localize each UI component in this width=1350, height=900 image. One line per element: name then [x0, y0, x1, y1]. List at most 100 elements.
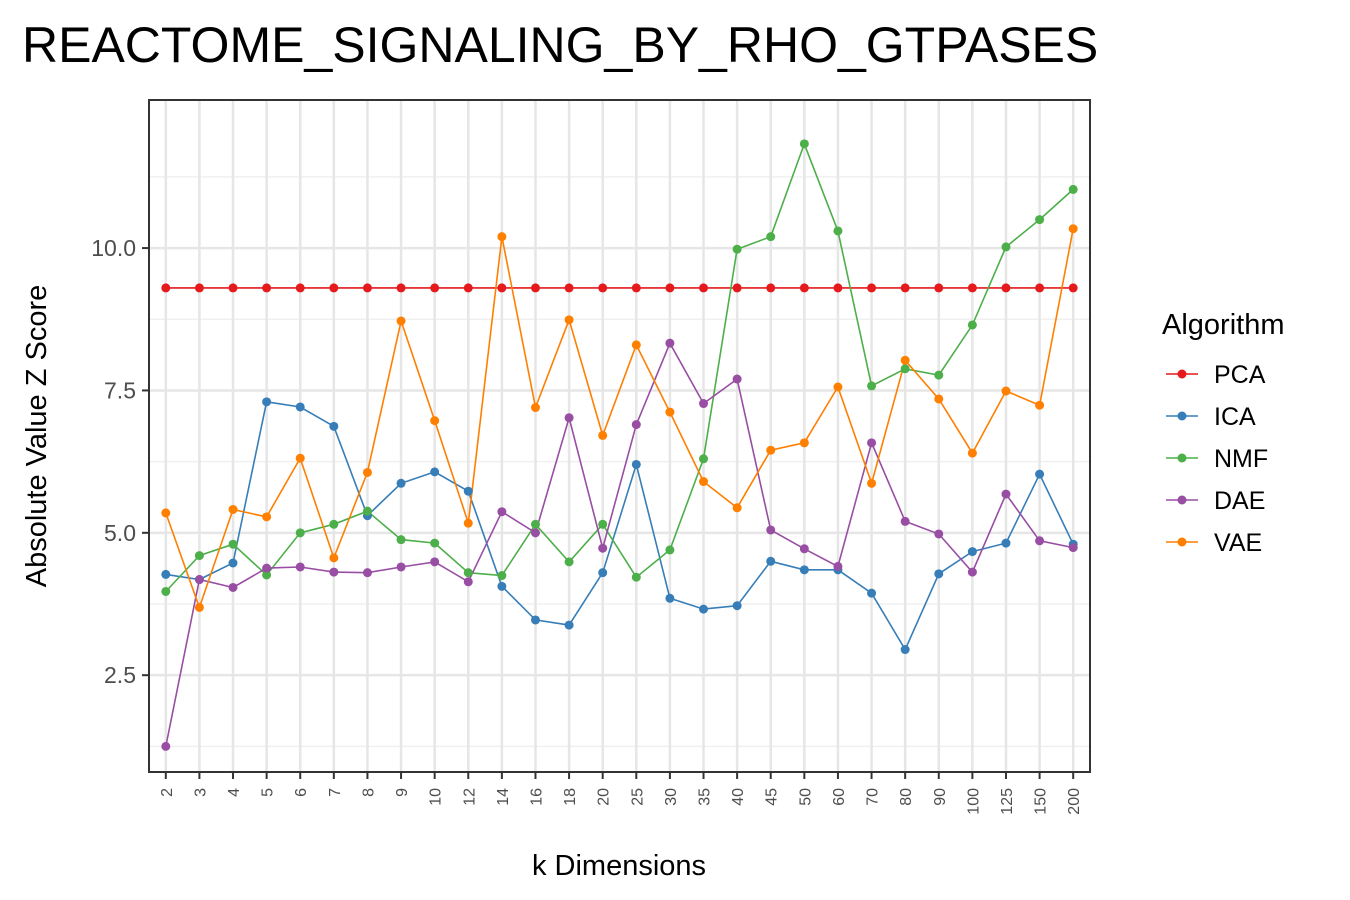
- data-point-dae: [967, 567, 977, 577]
- data-point-dae: [564, 413, 574, 423]
- x-tick-label: 8: [360, 788, 377, 797]
- x-tick-label: 9: [394, 788, 411, 797]
- data-point-dae: [1068, 543, 1078, 553]
- data-point-dae: [530, 528, 540, 538]
- legend-key-point: [1177, 453, 1187, 463]
- x-axis: 2 3 4 5 6 7 8 9 10 12 14 16 18 20 25 30 35 40 45 50 60 70 80 90…: [159, 772, 1083, 815]
- legend-title: Algorithm: [1162, 309, 1285, 341]
- data-point-vae: [396, 316, 406, 326]
- data-point-nmf: [497, 571, 507, 581]
- data-point-pca: [1001, 283, 1011, 293]
- data-point-nmf: [329, 519, 339, 529]
- data-point-dae: [631, 420, 641, 430]
- data-point-vae: [497, 232, 507, 242]
- data-point-nmf: [1068, 184, 1078, 194]
- data-point-vae: [295, 453, 305, 463]
- x-tick-label: 2: [159, 788, 176, 797]
- data-point-vae: [228, 504, 238, 514]
- data-point-pca: [194, 283, 204, 293]
- data-point-dae: [900, 516, 910, 526]
- data-point-pca: [161, 283, 171, 293]
- data-point-dae: [228, 582, 238, 592]
- data-point-vae: [1035, 400, 1045, 410]
- y-axis: 2.5 5.0 7.5 10.0: [91, 235, 149, 688]
- legend-key-point: [1177, 495, 1187, 505]
- data-point-pca: [1068, 283, 1078, 293]
- series-lines: [165, 141, 1074, 747]
- data-point-vae: [161, 508, 171, 518]
- x-tick-label: 45: [764, 788, 781, 806]
- x-axis-title: k Dimensions: [532, 850, 706, 882]
- data-point-ica: [766, 556, 776, 566]
- data-point-pca: [934, 283, 944, 293]
- legend-item-nmf: NMF: [1166, 445, 1268, 473]
- data-point-dae: [396, 562, 406, 572]
- x-tick-label: 40: [730, 788, 747, 806]
- legend-label: VAE: [1214, 529, 1262, 557]
- series-line-dae: [165, 341, 1074, 747]
- x-tick-label: 20: [596, 788, 613, 806]
- data-point-ica: [262, 397, 272, 407]
- grid-major: [149, 100, 1090, 772]
- data-point-dae: [1001, 489, 1011, 499]
- series-line-vae: [165, 228, 1074, 610]
- data-point-dae: [430, 557, 440, 567]
- y-tick-label: 2.5: [104, 662, 136, 688]
- data-point-nmf: [362, 506, 372, 516]
- data-point-vae: [833, 382, 843, 392]
- data-point-nmf: [194, 551, 204, 561]
- x-tick-label: 3: [192, 788, 209, 797]
- x-tick-label: 70: [865, 788, 882, 806]
- data-point-pca: [295, 283, 305, 293]
- series-points: [161, 139, 1078, 751]
- x-tick-label: 200: [1066, 788, 1083, 815]
- data-point-vae: [530, 403, 540, 413]
- data-point-vae: [766, 445, 776, 455]
- data-point-dae: [867, 438, 877, 448]
- data-point-ica: [867, 588, 877, 598]
- x-tick-label: 10: [428, 788, 445, 806]
- x-tick-label: 16: [528, 788, 545, 806]
- data-point-pca: [867, 283, 877, 293]
- data-point-pca: [228, 283, 238, 293]
- data-point-vae: [934, 394, 944, 404]
- data-point-ica: [799, 565, 809, 575]
- plot-panel: [148, 99, 1091, 773]
- series-line-nmf: [165, 141, 1074, 593]
- data-point-pca: [530, 283, 540, 293]
- legend-key-point: [1177, 537, 1187, 547]
- data-point-pca: [732, 283, 742, 293]
- data-point-vae: [463, 518, 473, 528]
- chart-title: REACTOME_SIGNALING_BY_RHO_GTPASES: [22, 17, 1098, 73]
- data-point-vae: [900, 355, 910, 365]
- data-point-vae: [430, 416, 440, 426]
- x-tick-label: 7: [327, 788, 344, 797]
- data-point-nmf: [699, 454, 709, 464]
- data-point-dae: [194, 575, 204, 585]
- data-point-nmf: [799, 139, 809, 149]
- data-point-dae: [799, 544, 809, 554]
- data-point-nmf: [564, 557, 574, 567]
- data-point-pca: [799, 283, 809, 293]
- y-tick-label: 5.0: [104, 520, 136, 546]
- x-tick-label: 60: [831, 788, 848, 806]
- x-tick-label: 90: [932, 788, 949, 806]
- data-point-vae: [329, 553, 339, 563]
- y-tick-label: 7.5: [104, 377, 136, 403]
- legend-item-pca: PCA: [1166, 361, 1266, 389]
- panel-background: [149, 100, 1090, 772]
- data-point-ica: [564, 620, 574, 630]
- grid-minor: [149, 176, 1090, 748]
- data-point-ica: [329, 421, 339, 431]
- data-point-pca: [329, 283, 339, 293]
- y-tick-label: 10.0: [91, 235, 136, 261]
- data-point-dae: [699, 399, 709, 409]
- data-point-pca: [833, 283, 843, 293]
- data-point-dae: [766, 525, 776, 535]
- data-point-nmf: [598, 519, 608, 529]
- legend-item-ica: ICA: [1166, 403, 1256, 431]
- data-point-vae: [732, 503, 742, 513]
- data-point-pca: [396, 283, 406, 293]
- data-point-dae: [329, 567, 339, 577]
- data-point-vae: [362, 467, 372, 477]
